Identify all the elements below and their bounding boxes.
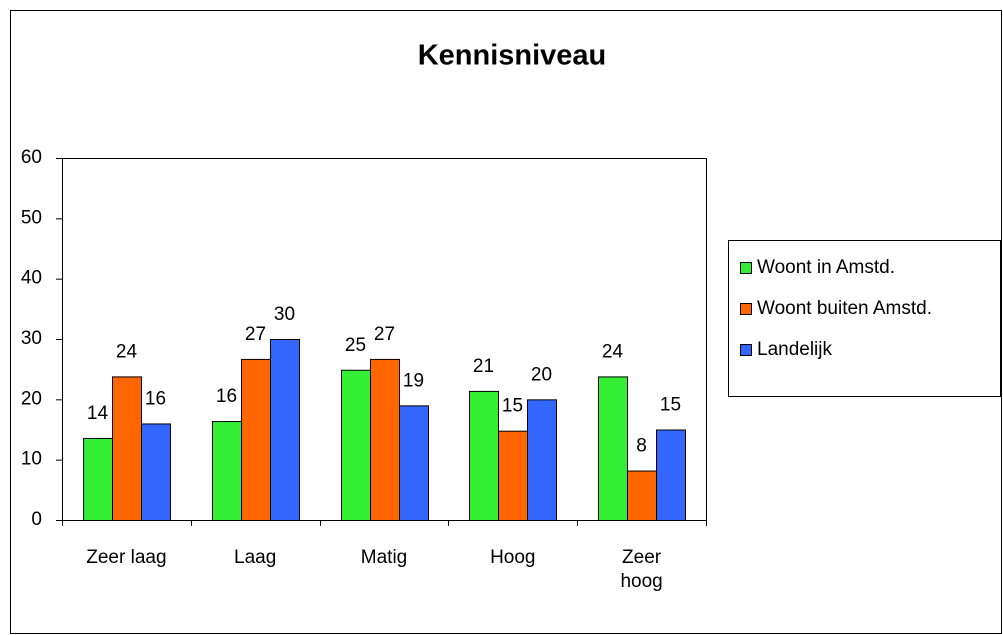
data-label: 19 <box>403 370 424 391</box>
legend-label: Woont buiten Amstd. <box>757 298 932 319</box>
data-label: 24 <box>602 341 624 362</box>
legend-swatch <box>740 303 752 315</box>
legend-swatch <box>740 344 752 356</box>
bar <box>141 423 171 522</box>
bar <box>598 376 628 522</box>
legend-label: Landelijk <box>757 339 832 360</box>
data-label: 15 <box>502 396 523 417</box>
data-label: 30 <box>274 304 295 325</box>
bar <box>469 390 499 521</box>
y-tick-label: 30 <box>21 328 42 349</box>
bar <box>212 421 242 522</box>
data-label: 20 <box>531 364 552 385</box>
data-label: 27 <box>245 324 266 345</box>
x-tick-label: Laag <box>234 547 277 568</box>
bar <box>527 399 557 522</box>
data-label: 24 <box>116 341 138 362</box>
legend-label: Woont in Amstd. <box>757 257 895 278</box>
y-tick-label: 50 <box>21 207 42 228</box>
x-tick-label: Zeer laag <box>86 547 167 568</box>
x-tick-label: Hoog <box>490 547 536 568</box>
bar <box>498 430 528 521</box>
bar <box>241 358 271 521</box>
bar <box>83 437 113 521</box>
y-tick-label: 10 <box>21 449 42 470</box>
bar <box>399 405 429 521</box>
chart-title: Kennisniveau <box>418 40 607 72</box>
x-tick-label: Matig <box>360 547 408 568</box>
data-label: 16 <box>145 388 166 409</box>
legend-swatch <box>740 262 752 274</box>
x-tick-label: Zeer hoog <box>620 547 663 592</box>
bar <box>370 358 400 521</box>
data-label: 15 <box>660 395 681 416</box>
bar <box>112 376 142 522</box>
y-tick-label: 0 <box>31 509 42 530</box>
data-label: 27 <box>374 324 395 345</box>
bar <box>270 339 300 521</box>
bar <box>656 429 686 521</box>
data-label: 16 <box>216 386 237 407</box>
bar <box>627 470 657 522</box>
y-tick-label: 60 <box>21 147 42 168</box>
bar <box>341 369 371 521</box>
data-label: 25 <box>345 335 366 356</box>
data-label: 8 <box>636 436 647 457</box>
legend-box <box>728 240 1001 397</box>
y-tick-label: 40 <box>21 268 42 289</box>
data-label: 14 <box>87 403 109 424</box>
data-label: 21 <box>473 356 494 377</box>
y-tick-label: 20 <box>21 388 42 409</box>
